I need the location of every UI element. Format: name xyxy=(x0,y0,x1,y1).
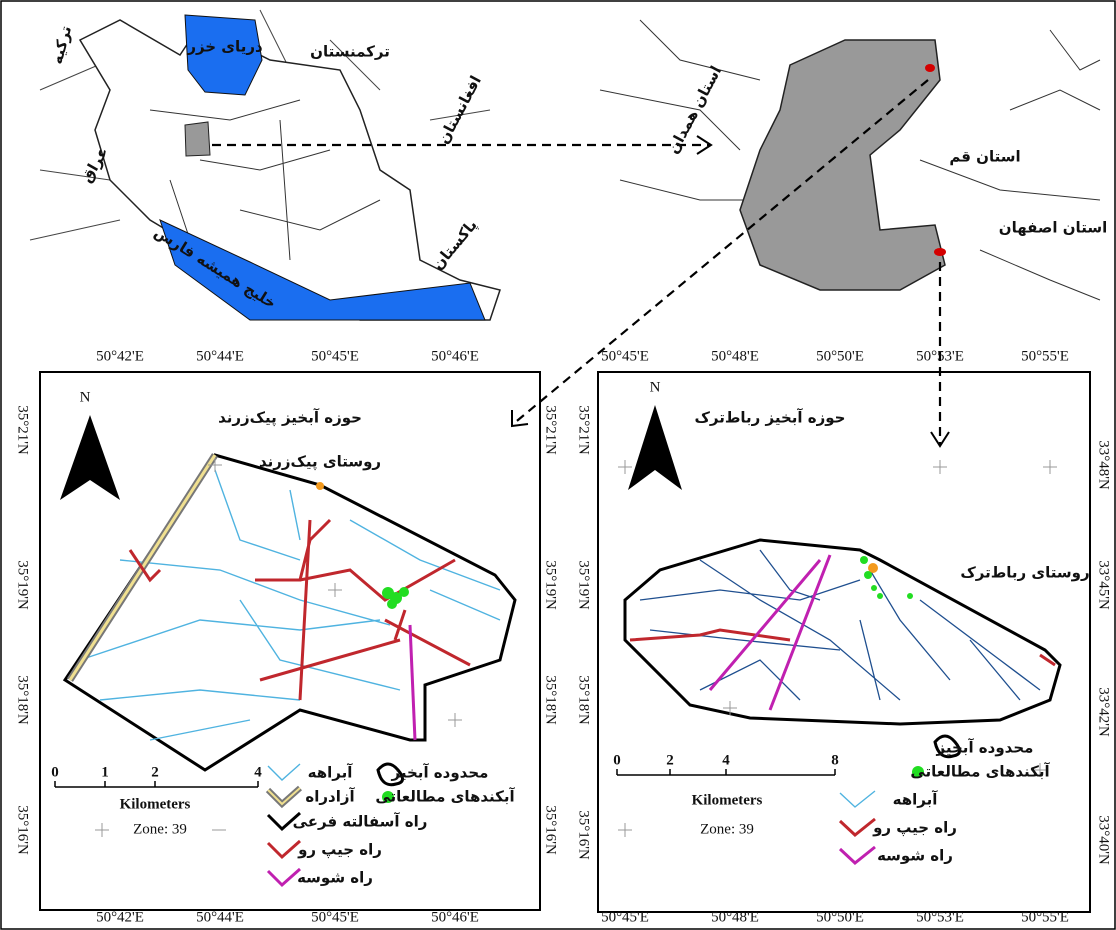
lon-label: 50°53'E xyxy=(916,348,964,364)
scale-label: 0 xyxy=(51,764,59,780)
zone-label: Zone: 39 xyxy=(700,821,754,837)
lat-label: 35°21'N xyxy=(543,405,559,455)
lon-label: 50°44'E xyxy=(196,909,244,925)
lon-label: 50°46'E xyxy=(431,909,479,925)
province-label: استان اصفهان xyxy=(999,219,1107,237)
lat-label: 35°19'N xyxy=(576,560,592,610)
village-label: روستای پیک‌زرند xyxy=(259,453,381,472)
lat-label: 35°18'N xyxy=(15,675,31,725)
panel-title: حوزه آبخیز رباط‌ترک xyxy=(695,409,846,427)
lat-label: 35°18'N xyxy=(576,675,592,725)
lon-label: 50°45'E xyxy=(311,909,359,925)
legend-label: آبراهه xyxy=(308,764,354,782)
legend-label: محدوده آبخیز xyxy=(391,764,489,782)
north-label: N xyxy=(650,379,661,395)
legend-label: محدوده آبخیز xyxy=(936,739,1034,757)
lon-label: 50°46'E xyxy=(431,348,479,364)
lon-label: 50°53'E xyxy=(916,909,964,925)
scale-unit: Kilometers xyxy=(120,796,191,812)
legend-label: آبراهه xyxy=(893,791,939,809)
lat-label: 35°21'N xyxy=(15,405,31,455)
site xyxy=(934,248,946,256)
scale-label: 4 xyxy=(254,764,262,780)
lat-label: 33°40'N xyxy=(1096,815,1112,865)
lat-label: 33°48'N xyxy=(1096,440,1112,490)
legend-label: آبکندهای مطالعاتی xyxy=(910,763,1050,781)
place-label: دریای خزر xyxy=(186,38,263,56)
scale-label: 2 xyxy=(666,752,674,768)
lon-label: 50°50'E xyxy=(816,348,864,364)
lat-label: 35°18'N xyxy=(543,675,559,725)
legend-label: راه شوسه xyxy=(297,869,373,887)
lon-label: 50°48'E xyxy=(711,348,759,364)
panel-title: حوزه آبخیز پیک‌زرند xyxy=(218,409,362,428)
lon-label: 50°48'E xyxy=(711,909,759,925)
lat-label: 35°19'N xyxy=(543,560,559,610)
province-label: استان قم xyxy=(949,148,1020,166)
lon-label: 50°50'E xyxy=(816,909,864,925)
lon-label: 50°55'E xyxy=(1021,909,1069,925)
lat-label: 35°21'N xyxy=(576,405,592,455)
legend-label: آبکندهای مطالعاتی xyxy=(375,788,515,806)
site xyxy=(925,64,935,72)
study-province xyxy=(185,122,210,156)
legend-label: آزادراه xyxy=(305,788,355,806)
scale-label: 2 xyxy=(151,764,159,780)
village-label: روستای رباط‌ترک xyxy=(960,564,1089,582)
legend-label: راه جیپ رو xyxy=(872,819,957,837)
scale-label: 1 xyxy=(101,764,109,780)
lon-label: 50°42'E xyxy=(96,909,144,925)
scale-label: 4 xyxy=(722,752,730,768)
lon-label: 50°45'E xyxy=(311,348,359,364)
lon-label: 50°55'E xyxy=(1021,348,1069,364)
lat-label: 35°16'N xyxy=(576,810,592,860)
lon-label: 50°42'E xyxy=(96,348,144,364)
scale-label: 8 xyxy=(831,752,839,768)
place-label: ترکمنستان xyxy=(310,43,390,61)
lat-label: 33°45'N xyxy=(1096,560,1112,610)
lat-label: 35°16'N xyxy=(15,805,31,855)
legend-label: راه شوسه xyxy=(877,847,953,865)
lat-label: 35°16'N xyxy=(543,805,559,855)
scale-label: 0 xyxy=(613,752,621,768)
scale-unit: Kilometers xyxy=(692,792,763,808)
lat-label: 35°19'N xyxy=(15,560,31,610)
lon-label: 50°44'E xyxy=(196,348,244,364)
lon-label: 50°45'E xyxy=(601,909,649,925)
figure: ترکیهترکمنستاندریای خزرافغانستانعراقپاکس… xyxy=(0,0,1116,930)
lon-label: 50°45'E xyxy=(601,348,649,364)
legend-label: راه جیپ رو xyxy=(297,841,382,859)
north-label: N xyxy=(80,389,91,405)
zone-label: Zone: 39 xyxy=(133,821,187,837)
legend-label: راه آسفالته فرعی xyxy=(293,813,428,831)
lat-label: 33°42'N xyxy=(1096,687,1112,737)
